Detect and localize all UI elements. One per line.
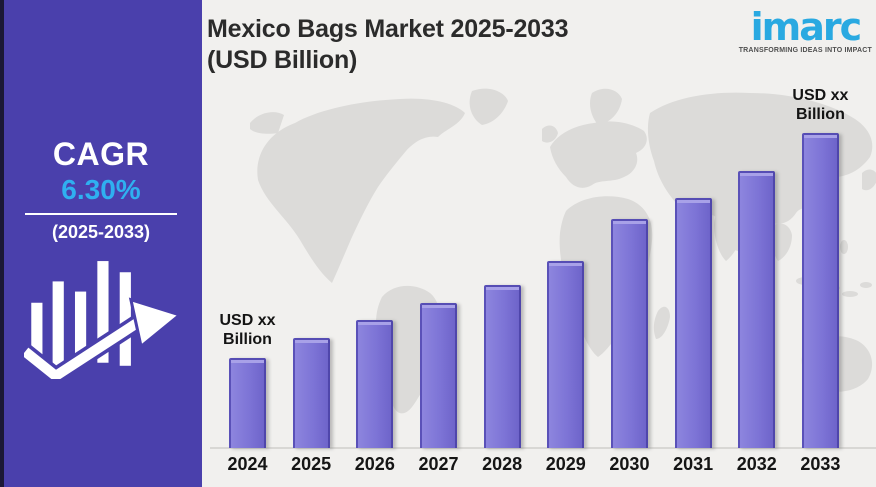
bar-column-2030 — [598, 219, 661, 448]
divider — [25, 212, 177, 215]
bar-2025 — [292, 338, 330, 448]
year-label-2032: 2032 — [736, 454, 777, 474]
chart-title-line2: (USD Billion) — [207, 46, 358, 75]
bar-column-2024: USD xx Billion — [216, 312, 279, 448]
bar-column-2027 — [407, 303, 470, 448]
year-label-2030: 2030 — [609, 454, 650, 474]
cagr-period: (2025-2033) — [51, 221, 151, 242]
bar-column-2026 — [343, 320, 406, 448]
year-label-2026: 2026 — [354, 454, 395, 474]
bar-column-2029 — [534, 261, 597, 448]
chart-title-line1: Mexico Bags Market 2025-2033 — [207, 15, 569, 43]
chart-title: Mexico Bags Market 2025-2033 (USD Billio… — [207, 14, 677, 77]
left-edge-strip — [0, 0, 4, 487]
bar-2033 — [801, 133, 839, 448]
bar-column-2032 — [725, 171, 788, 448]
bar-chart: USD xx Billion USD xx Billion 2024 2025 202… — [202, 0, 876, 487]
bar-2028 — [483, 285, 521, 448]
year-label-2028: 2028 — [482, 454, 523, 474]
cagr-sidebar: CAGR 6.30% (2025-2033) — [0, 0, 202, 487]
bar-column-2028 — [471, 285, 534, 448]
imarc-tagline: TRANSFORMING IDEAS INTO IMPACT — [738, 47, 872, 54]
bar-2026 — [356, 320, 394, 448]
imarc-logo: imarc TRANSFORMING IDEAS INTO IMPACT — [739, 8, 872, 54]
bar-2027 — [419, 303, 457, 448]
x-axis-labels: 2024 2025 2026 2027 2028 2029 2030 2031 2032 2033 — [216, 454, 852, 475]
year-label-2029: 2029 — [545, 454, 586, 474]
bars-row: USD xx Billion USD xx Billion — [216, 0, 852, 448]
x-axis-baseline — [210, 447, 876, 449]
bar-value-label-2024: USD xx Billion — [219, 312, 276, 349]
bar-value-label-2033: USD xx Billion — [792, 87, 849, 124]
cagr-label: CAGR — [52, 136, 150, 172]
bar-column-2031 — [662, 198, 725, 448]
year-label-2025: 2025 — [291, 454, 332, 474]
bar-2031 — [674, 198, 712, 448]
year-label-2031: 2031 — [673, 454, 714, 474]
bar-2029 — [547, 261, 585, 448]
bar-2032 — [738, 171, 776, 448]
cagr-block: CAGR 6.30% (2025-2033) — [0, 136, 202, 379]
year-label-2024: 2024 — [227, 454, 268, 474]
bar-chart-up-arrow-icon — [23, 260, 183, 379]
imarc-wordmark: imarc — [750, 5, 863, 49]
year-label-2027: 2027 — [418, 454, 459, 474]
year-label-2033: 2033 — [800, 454, 841, 474]
cagr-value: 6.30% — [61, 173, 141, 205]
bar-column-2033: USD xx Billion — [789, 87, 852, 448]
bar-column-2025 — [280, 338, 343, 448]
bar-2030 — [610, 219, 648, 448]
bar-2024 — [229, 358, 266, 448]
